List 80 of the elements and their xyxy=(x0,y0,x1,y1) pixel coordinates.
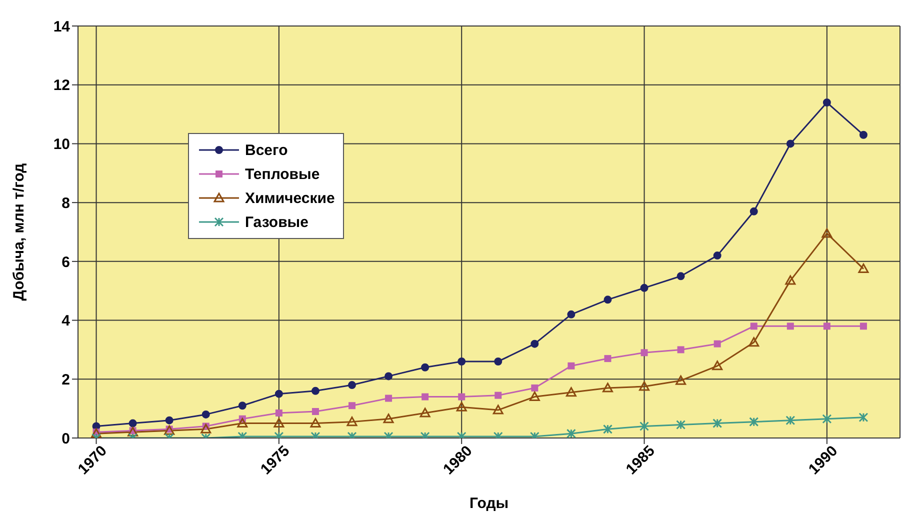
y-tick-label: 12 xyxy=(53,77,70,94)
point xyxy=(274,418,284,428)
point xyxy=(348,381,356,390)
point xyxy=(530,340,539,348)
point xyxy=(858,264,869,274)
point xyxy=(274,390,283,398)
y-tick-label: 10 xyxy=(53,136,70,154)
y-tick-label: 8 xyxy=(62,194,70,212)
point xyxy=(859,130,868,139)
point xyxy=(676,420,686,430)
point xyxy=(713,252,722,260)
point xyxy=(786,140,794,148)
point xyxy=(602,382,613,392)
point xyxy=(823,322,830,330)
point xyxy=(494,357,502,366)
point xyxy=(604,296,612,304)
point xyxy=(822,414,832,424)
point xyxy=(529,392,540,402)
point xyxy=(749,417,759,427)
x-axis-title: Годы xyxy=(469,495,509,512)
point xyxy=(566,428,576,438)
point xyxy=(420,408,430,418)
point xyxy=(714,340,721,348)
point xyxy=(858,412,868,422)
point xyxy=(785,275,796,285)
y-tick-label: 6 xyxy=(62,254,70,271)
point xyxy=(786,322,794,330)
point xyxy=(531,384,538,392)
point xyxy=(640,349,648,356)
y-tick-label: 0 xyxy=(62,430,70,448)
y-tick-label: 2 xyxy=(62,371,70,388)
point xyxy=(750,322,758,330)
point xyxy=(165,416,174,424)
point xyxy=(346,416,358,426)
point xyxy=(385,394,392,402)
point xyxy=(312,408,319,416)
point xyxy=(202,410,210,418)
point xyxy=(422,393,429,400)
point xyxy=(421,363,430,372)
point xyxy=(275,409,282,416)
point xyxy=(822,228,832,238)
point xyxy=(712,360,723,370)
point xyxy=(383,414,394,424)
point xyxy=(860,322,867,330)
y-tick-label: 14 xyxy=(53,18,71,36)
point xyxy=(677,346,684,354)
point xyxy=(786,416,796,426)
point xyxy=(748,337,760,347)
point xyxy=(568,362,575,370)
point xyxy=(456,402,467,412)
point xyxy=(494,392,502,399)
point xyxy=(566,387,576,397)
point xyxy=(348,402,356,410)
y-axis-title: Добыча, млн т/год xyxy=(10,162,28,301)
point xyxy=(604,355,612,362)
point xyxy=(310,418,321,428)
y-tick-label: 4 xyxy=(62,312,71,330)
point xyxy=(750,207,758,216)
point xyxy=(822,98,831,107)
point xyxy=(311,386,320,395)
legend-label: Всего xyxy=(245,142,288,158)
point xyxy=(384,372,393,380)
point xyxy=(712,418,722,428)
point xyxy=(200,424,212,434)
point xyxy=(639,381,650,391)
point xyxy=(640,421,650,431)
point xyxy=(676,375,686,385)
point xyxy=(458,393,466,400)
legend-label: Химические xyxy=(245,190,335,206)
point xyxy=(128,419,137,428)
point xyxy=(640,284,648,292)
point xyxy=(237,418,248,428)
point xyxy=(238,402,246,410)
point xyxy=(567,310,576,318)
point xyxy=(676,272,685,280)
legend-label: Газовые xyxy=(245,214,308,230)
point xyxy=(458,357,466,366)
point xyxy=(492,404,504,414)
legend-label: Тепловые xyxy=(245,166,320,182)
point xyxy=(602,424,612,434)
